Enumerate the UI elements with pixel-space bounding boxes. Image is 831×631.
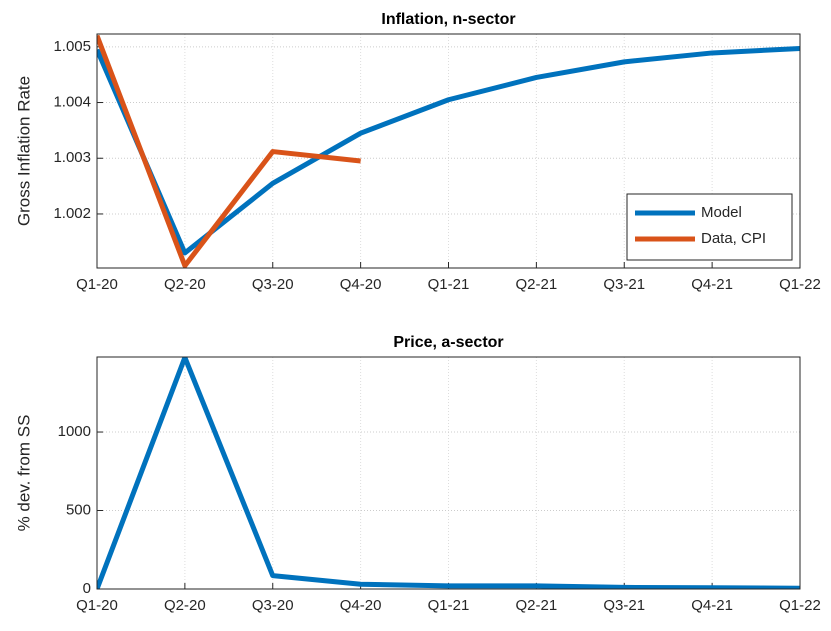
x-tick-label: Q4-21	[691, 276, 733, 293]
x-tick-label: Q1-20	[76, 276, 118, 293]
y-tick-label: 1.003	[53, 149, 91, 166]
chart-title: Inflation, n-sector	[381, 11, 515, 28]
x-tick-label: Q2-21	[516, 597, 558, 614]
legend-box	[626, 193, 793, 261]
x-tick-label: Q2-21	[516, 276, 558, 293]
y-tick-label: 1.002	[53, 205, 91, 222]
series-line	[97, 34, 361, 268]
x-tick-label: Q2-20	[164, 276, 206, 293]
x-tick-label: Q4-21	[691, 597, 733, 614]
x-tick-label: Q3-21	[603, 276, 645, 293]
y-tick-label: 500	[66, 501, 91, 518]
legend-label: Model	[701, 204, 742, 221]
x-tick-label: Q4-20	[340, 597, 382, 614]
y-axis-label: % dev. from SS	[14, 415, 33, 532]
y-tick-label: 0	[83, 580, 91, 597]
x-tick-label: Q1-20	[76, 597, 118, 614]
y-axis-label: Gross Inflation Rate	[14, 76, 33, 226]
series-line	[97, 357, 800, 589]
x-tick-label: Q1-22	[779, 276, 821, 293]
x-tick-label: Q4-20	[340, 276, 382, 293]
axes-box	[96, 33, 801, 269]
x-tick-label: Q3-20	[252, 597, 294, 614]
y-tick-label: 1.004	[53, 93, 91, 110]
x-tick-label: Q3-21	[603, 597, 645, 614]
x-tick-label: Q1-21	[428, 276, 470, 293]
axes-box	[96, 356, 801, 590]
x-tick-label: Q2-20	[164, 597, 206, 614]
y-tick-label: 1.005	[53, 38, 91, 55]
chart-title: Price, a-sector	[393, 334, 503, 351]
x-tick-label: Q1-21	[428, 597, 470, 614]
x-tick-label: Q1-22	[779, 597, 821, 614]
legend-label: Data, CPI	[701, 230, 766, 247]
y-tick-label: 1000	[58, 423, 91, 440]
x-tick-label: Q3-20	[252, 276, 294, 293]
